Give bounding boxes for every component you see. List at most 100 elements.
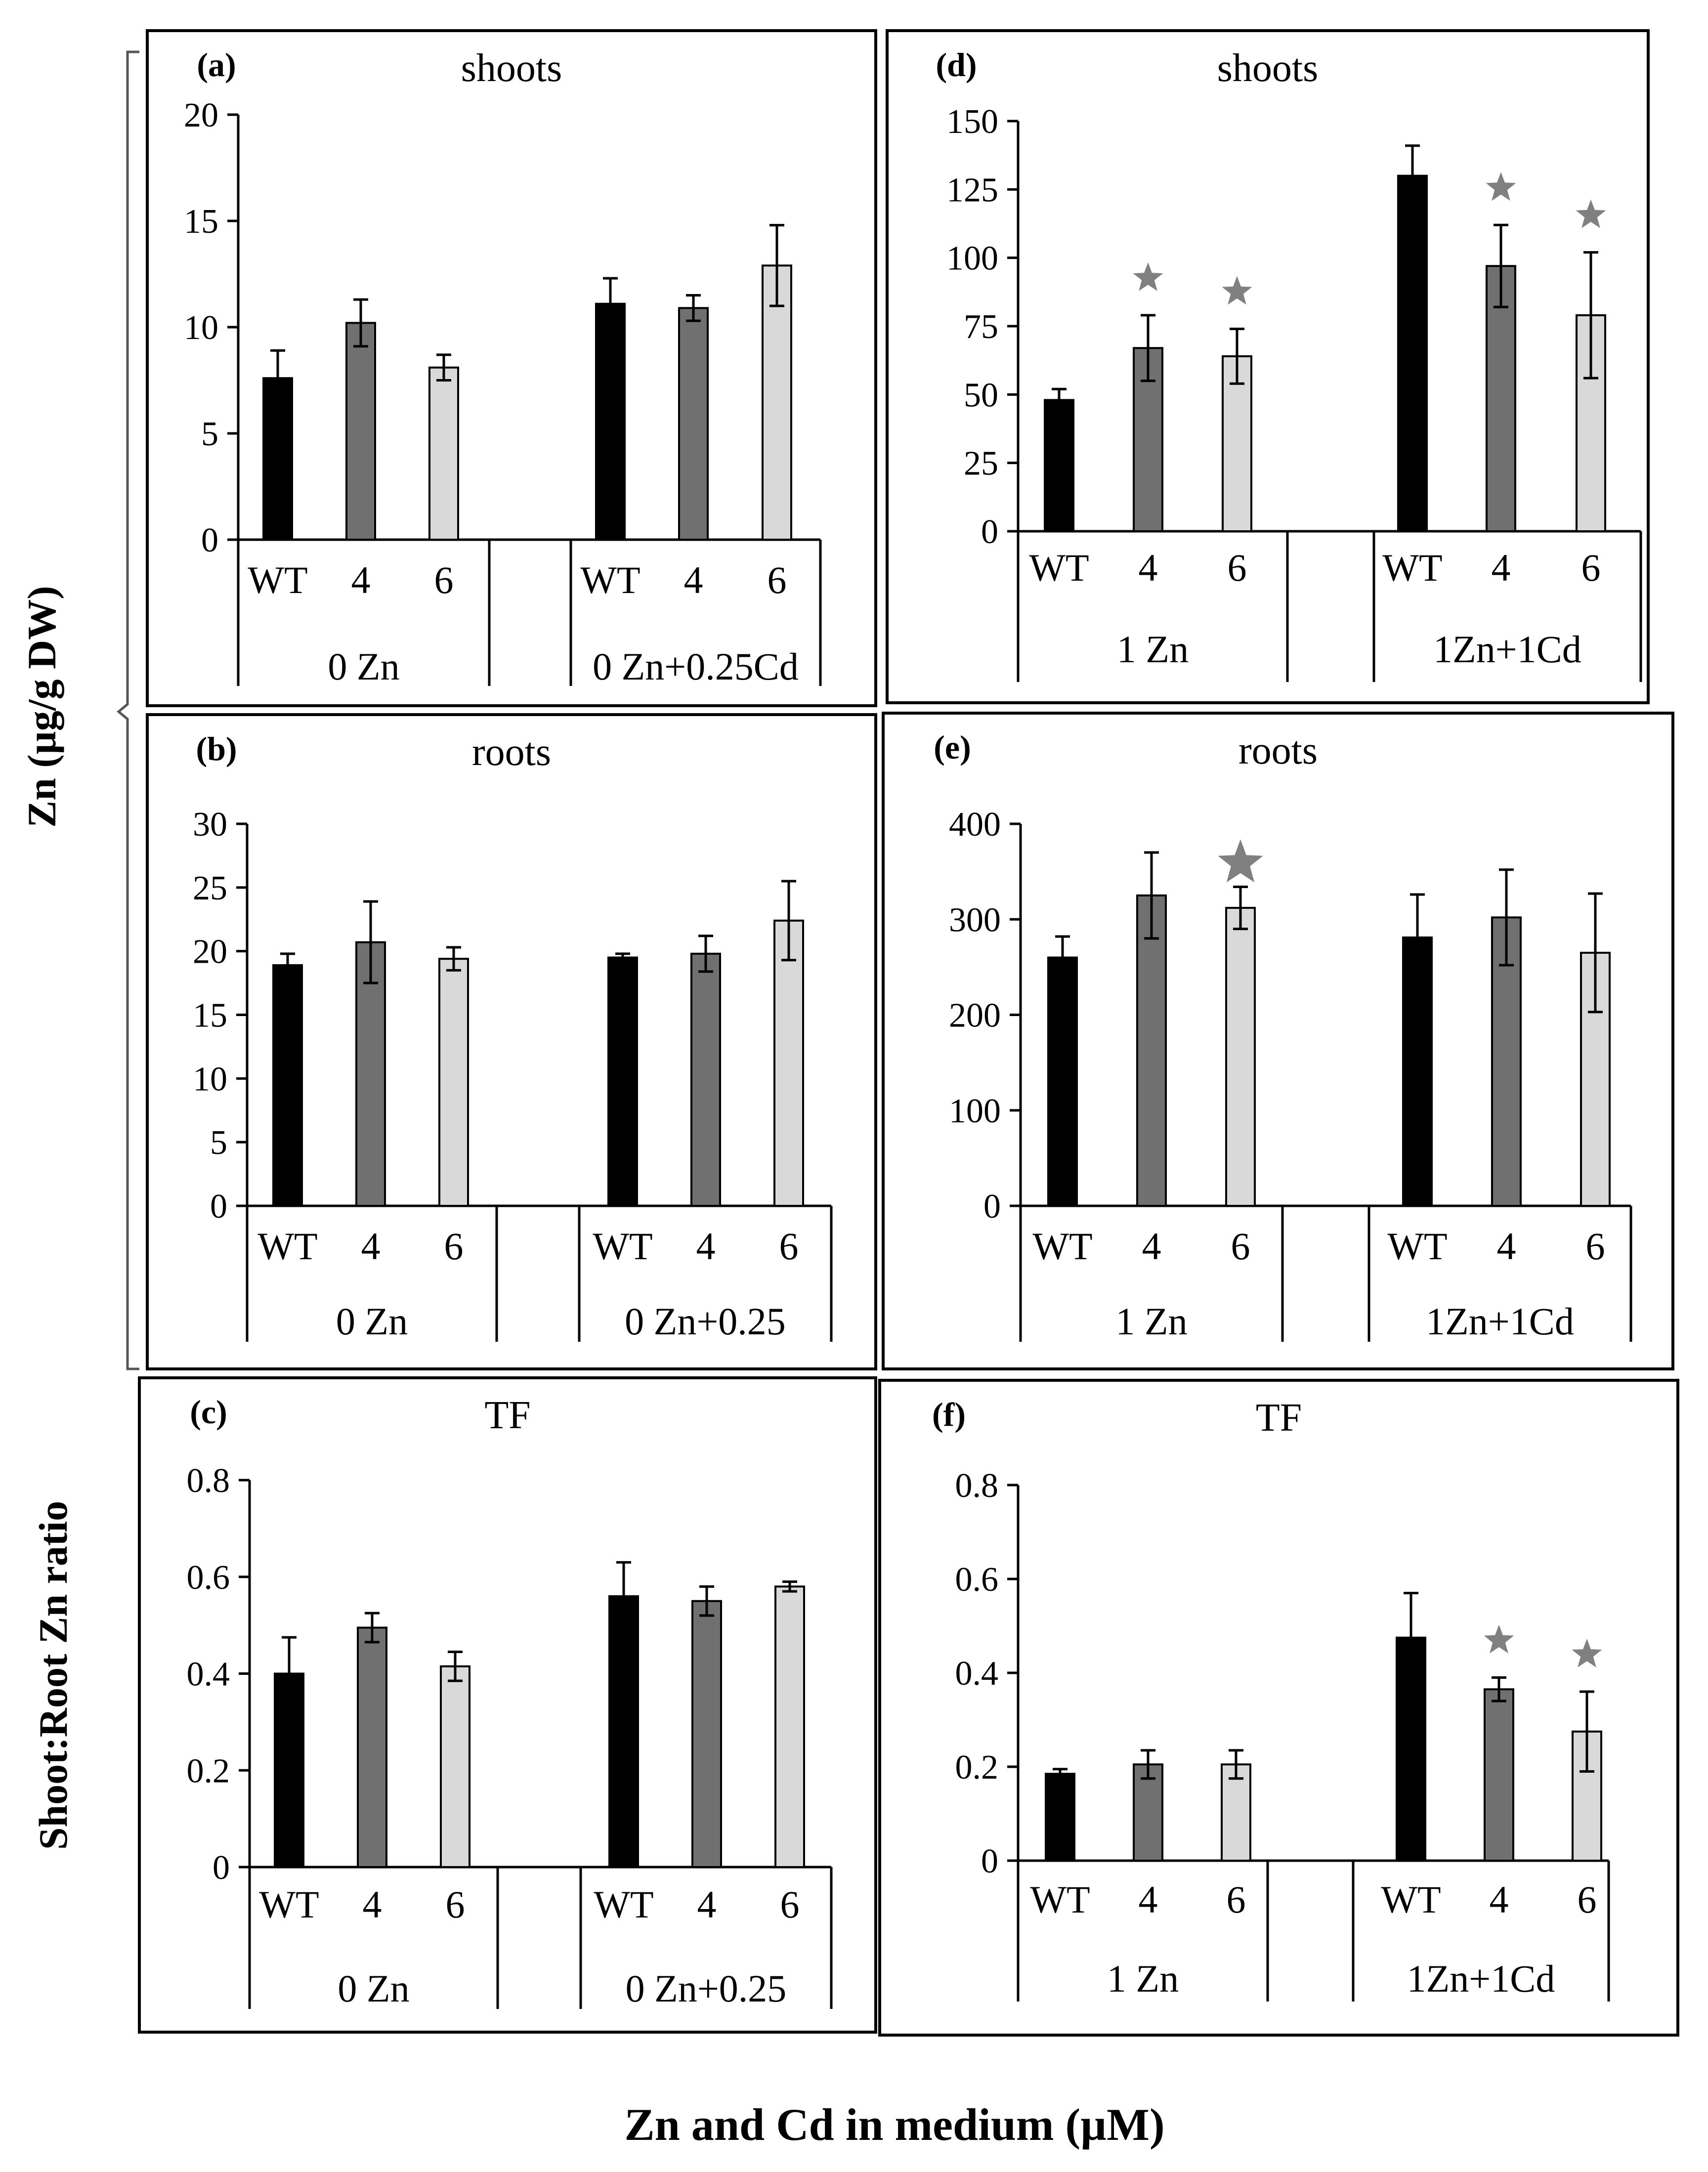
category-label: 4: [697, 1883, 717, 1926]
panel-frame: [138, 1376, 877, 2034]
category-label: 6: [1578, 1878, 1597, 1921]
category-label: WT: [1381, 1878, 1441, 1921]
category-label: WT: [1029, 546, 1089, 589]
y-tick-label: 20: [193, 933, 227, 971]
category-label: WT: [259, 1883, 319, 1926]
category-label: 6: [1581, 546, 1601, 589]
y-tick-label: 30: [193, 806, 227, 844]
y-tick-label: 400: [949, 806, 1001, 844]
category-label: WT: [580, 558, 640, 601]
category-label: 6: [779, 1225, 799, 1268]
significance-star-icon: [1486, 172, 1516, 201]
group-label: 0 Zn: [336, 1300, 408, 1343]
panel-a: (a) shoots 0 5 10 15 20 WT 4 6 0 Zn WT 4 6 0 Zn+0.25Cd: [146, 29, 877, 707]
panel-e: (e) roots 0 100 200 300 400 WT 4 6 1 Zn WT 4 6 1Zn+1Cd: [882, 712, 1674, 1370]
bar-e-0-4: [1136, 894, 1167, 1207]
bar-f-1-4: [1484, 1688, 1514, 1862]
significance-star-icon: [1133, 262, 1163, 291]
bar-c-1-WT: [608, 1595, 639, 1868]
panel-title: shoots: [461, 46, 562, 90]
category-label: WT: [1387, 1225, 1447, 1268]
y-axis-label-ratio: Shoot:Root Zn ratio: [31, 1501, 76, 1850]
category-label: WT: [1030, 1878, 1090, 1921]
panel-frame: [886, 29, 1650, 704]
panel-c: (c) TF 0 0.2 0.4 0.6 0.8 WT 4 6 0 Zn WT 4 6 0 Zn+0.25: [138, 1376, 877, 2034]
panel-label: (d): [936, 46, 977, 84]
y-tick-label: 15: [184, 203, 218, 241]
group-label: 0 Zn+0.25: [626, 1967, 787, 2010]
bar-d-0-4: [1133, 347, 1163, 532]
y-tick-label: 25: [193, 869, 227, 907]
panel-frame: [882, 712, 1674, 1370]
bar-a-0-6: [428, 366, 459, 541]
y-tick-label: 0: [210, 1188, 227, 1226]
category-label: WT: [1382, 546, 1442, 589]
bar-c-1-4: [691, 1600, 722, 1868]
y-tick-label: 0: [983, 1188, 1001, 1226]
panel-f: (f) TF 0 0.2 0.4 0.6 0.8 WT 4 6 1 Zn WT 4 6 1Zn+1Cd: [878, 1379, 1679, 2037]
panel-b: (b) roots 0 5 10 15 20 25 30 WT 4 6 0 Zn WT 4 6 0 Zn+0.2…: [146, 713, 877, 1370]
category-label: 4: [351, 558, 371, 601]
bar-b-0-6: [438, 958, 469, 1207]
y-tick-label: 100: [946, 240, 998, 278]
category-label: 6: [1231, 1225, 1250, 1268]
panel-title: roots: [1238, 729, 1318, 772]
bar-b-0-4: [355, 941, 386, 1207]
y-tick-label: 15: [193, 997, 227, 1035]
bar-f-0-4: [1133, 1763, 1163, 1862]
category-label: 6: [1228, 546, 1247, 589]
bar-c-0-6: [440, 1665, 470, 1869]
category-label: 6: [1227, 1878, 1246, 1921]
y-tick-label: 0.8: [187, 1462, 230, 1500]
y-tick-label: 0.6: [187, 1559, 230, 1597]
group-label: 0 Zn: [338, 1967, 409, 2010]
category-label: WT: [593, 1225, 652, 1268]
significance-star-icon: [1572, 1639, 1602, 1667]
y-tick-label: 10: [193, 1060, 227, 1098]
significance-star-icon: [1576, 199, 1606, 228]
category-label: 4: [684, 558, 703, 601]
panel-title: TF: [484, 1394, 530, 1437]
category-label: 4: [1142, 1225, 1161, 1268]
panel-title: TF: [1256, 1396, 1302, 1440]
y-tick-label: 0.6: [955, 1561, 999, 1599]
y-tick-label: 0: [201, 521, 218, 559]
y-tick-label: 0: [981, 513, 998, 551]
y-axis-label-zn: Zn (µg/g DW): [19, 586, 64, 827]
group-label: 1 Zn: [1115, 1300, 1187, 1343]
y-tick-label: 200: [949, 997, 1001, 1035]
significance-star-icon: [1484, 1624, 1514, 1654]
y-tick-label: 300: [949, 901, 1001, 939]
bar-d-1-WT: [1397, 174, 1428, 532]
x-axis-label: Zn and Cd in medium (µM): [624, 2099, 1164, 2150]
category-label: 6: [444, 1225, 464, 1268]
y-tick-label: 125: [946, 171, 998, 209]
bar-a-1-4: [678, 307, 709, 541]
bar-e-0-6: [1225, 907, 1256, 1207]
category-label: 4: [1490, 1878, 1509, 1921]
bar-b-1-WT: [607, 956, 638, 1207]
panel-title: roots: [472, 730, 551, 774]
category-label: 4: [1497, 1225, 1516, 1268]
y-tick-label: 5: [210, 1124, 227, 1162]
panel-label: (b): [196, 730, 237, 767]
panel-label: (a): [197, 46, 236, 84]
group-label: 1Zn+1Cd: [1433, 628, 1581, 671]
bar-d-0-6: [1222, 355, 1252, 532]
y-tick-label: 100: [949, 1092, 1001, 1130]
y-tick-label: 150: [946, 103, 998, 141]
y-tick-label: 50: [964, 376, 998, 414]
bar-c-0-4: [357, 1626, 387, 1869]
panel-label: (e): [934, 728, 971, 766]
panel-title: shoots: [1217, 46, 1319, 90]
category-label: WT: [257, 1225, 317, 1268]
category-label: WT: [594, 1883, 653, 1926]
bar-b-1-6: [773, 919, 804, 1207]
significance-star-icon: [1222, 276, 1252, 305]
group-label: 1Zn+1Cd: [1426, 1300, 1574, 1343]
bar-b-1-4: [690, 952, 721, 1207]
y-tick-label: 10: [184, 309, 218, 347]
significance-star-icon: [1218, 839, 1263, 883]
y-tick-label: 0.2: [955, 1748, 999, 1787]
